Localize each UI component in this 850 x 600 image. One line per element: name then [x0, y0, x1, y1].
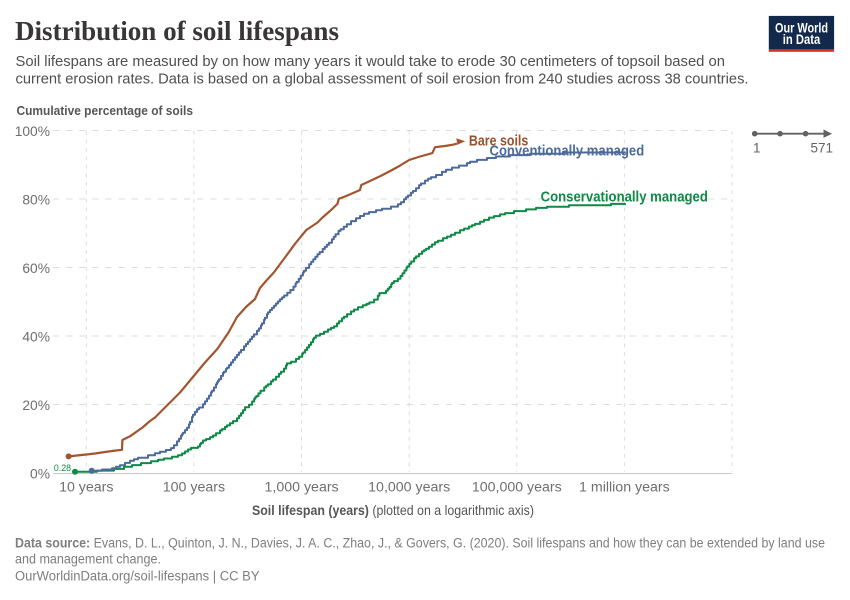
svg-text:OurWorldinData.org/soil-lifesp: OurWorldinData.org/soil-lifespans | CC B… — [15, 569, 260, 584]
svg-text:100%: 100% — [15, 124, 50, 139]
svg-text:and management change.: and management change. — [15, 551, 161, 566]
svg-text:40%: 40% — [22, 330, 50, 345]
svg-text:Conservationally managed: Conservationally managed — [541, 189, 708, 206]
svg-text:Conventionally managed: Conventionally managed — [490, 142, 645, 159]
svg-text:Distribution of soil lifespans: Distribution of soil lifespans — [15, 15, 339, 46]
svg-text:Soil lifespan (years) (plotted: Soil lifespan (years) (plotted on a loga… — [252, 502, 534, 518]
svg-text:current erosion rates. Data is: current erosion rates. Data is based on … — [16, 71, 749, 88]
svg-text:Bare soils: Bare soils — [469, 133, 528, 150]
svg-text:100 years: 100 years — [163, 480, 225, 496]
svg-text:in Data: in Data — [783, 32, 821, 47]
svg-text:1,000 years: 1,000 years — [265, 480, 339, 496]
svg-text:100,000 years: 100,000 years — [472, 480, 562, 496]
svg-text:60%: 60% — [22, 261, 50, 276]
svg-text:Our World: Our World — [775, 20, 828, 35]
svg-text:0%: 0% — [30, 467, 50, 482]
svg-text:10 years: 10 years — [59, 480, 113, 496]
svg-text:Cumulative percentage of soils: Cumulative percentage of soils — [17, 103, 194, 118]
svg-text:571: 571 — [810, 141, 833, 156]
svg-text:80%: 80% — [22, 193, 50, 208]
svg-text:20%: 20% — [22, 398, 50, 413]
svg-text:10,000 years: 10,000 years — [368, 480, 450, 496]
svg-text:Data source: Evans, D. L., Qui: Data source: Evans, D. L., Quinton, J. N… — [15, 536, 825, 551]
svg-text:1 million years: 1 million years — [579, 480, 670, 496]
svg-text:1: 1 — [753, 141, 761, 156]
svg-text:0.28: 0.28 — [54, 463, 71, 473]
svg-text:Soil lifespans are measured by: Soil lifespans are measured by on how ma… — [16, 53, 726, 70]
